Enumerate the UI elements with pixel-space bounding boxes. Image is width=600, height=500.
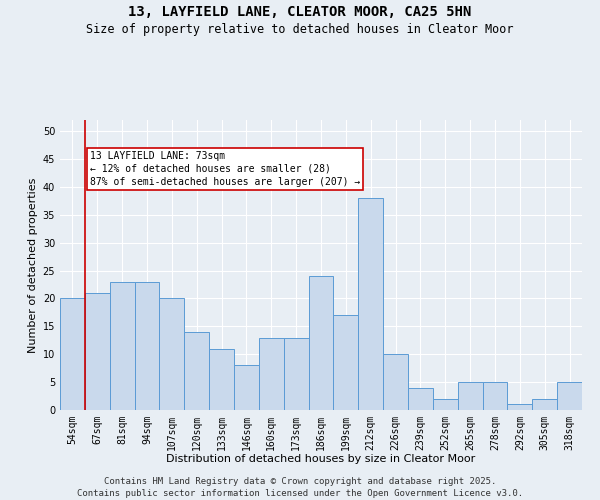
- Bar: [433, 399, 458, 410]
- Bar: [60, 298, 85, 410]
- X-axis label: Distribution of detached houses by size in Cleator Moor: Distribution of detached houses by size …: [166, 454, 476, 464]
- Bar: [85, 293, 110, 410]
- Bar: [209, 348, 234, 410]
- Text: 13, LAYFIELD LANE, CLEATOR MOOR, CA25 5HN: 13, LAYFIELD LANE, CLEATOR MOOR, CA25 5H…: [128, 5, 472, 19]
- Text: Size of property relative to detached houses in Cleator Moor: Size of property relative to detached ho…: [86, 22, 514, 36]
- Bar: [482, 382, 508, 410]
- Bar: [408, 388, 433, 410]
- Bar: [184, 332, 209, 410]
- Bar: [458, 382, 482, 410]
- Text: 13 LAYFIELD LANE: 73sqm
← 12% of detached houses are smaller (28)
87% of semi-de: 13 LAYFIELD LANE: 73sqm ← 12% of detache…: [90, 150, 360, 187]
- Bar: [308, 276, 334, 410]
- Bar: [334, 315, 358, 410]
- Bar: [284, 338, 308, 410]
- Bar: [259, 338, 284, 410]
- Text: Contains HM Land Registry data © Crown copyright and database right 2025.
Contai: Contains HM Land Registry data © Crown c…: [77, 476, 523, 498]
- Bar: [383, 354, 408, 410]
- Bar: [358, 198, 383, 410]
- Bar: [134, 282, 160, 410]
- Bar: [532, 399, 557, 410]
- Bar: [234, 366, 259, 410]
- Bar: [557, 382, 582, 410]
- Bar: [508, 404, 532, 410]
- Y-axis label: Number of detached properties: Number of detached properties: [28, 178, 38, 352]
- Bar: [160, 298, 184, 410]
- Bar: [110, 282, 134, 410]
